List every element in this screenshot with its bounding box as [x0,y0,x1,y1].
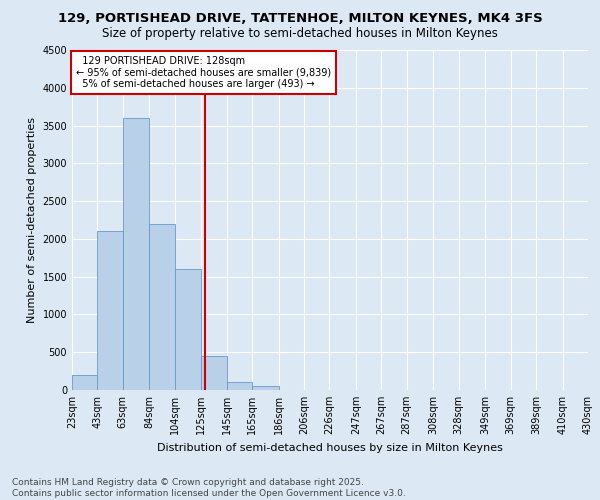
Bar [252,386,278,390]
Bar [202,356,227,390]
Bar [149,224,175,390]
Text: Contains HM Land Registry data © Crown copyright and database right 2025.
Contai: Contains HM Land Registry data © Crown c… [12,478,406,498]
Text: Size of property relative to semi-detached houses in Milton Keynes: Size of property relative to semi-detach… [102,28,498,40]
Bar [97,232,123,390]
Bar [123,118,149,390]
Text: 129 PORTISHEAD DRIVE: 128sqm
← 95% of semi-detached houses are smaller (9,839)
 : 129 PORTISHEAD DRIVE: 128sqm ← 95% of se… [76,56,331,89]
Text: 129, PORTISHEAD DRIVE, TATTENHOE, MILTON KEYNES, MK4 3FS: 129, PORTISHEAD DRIVE, TATTENHOE, MILTON… [58,12,542,26]
X-axis label: Distribution of semi-detached houses by size in Milton Keynes: Distribution of semi-detached houses by … [157,442,503,452]
Bar [72,375,97,390]
Bar [175,269,202,390]
Bar [227,382,252,390]
Y-axis label: Number of semi-detached properties: Number of semi-detached properties [27,117,37,323]
